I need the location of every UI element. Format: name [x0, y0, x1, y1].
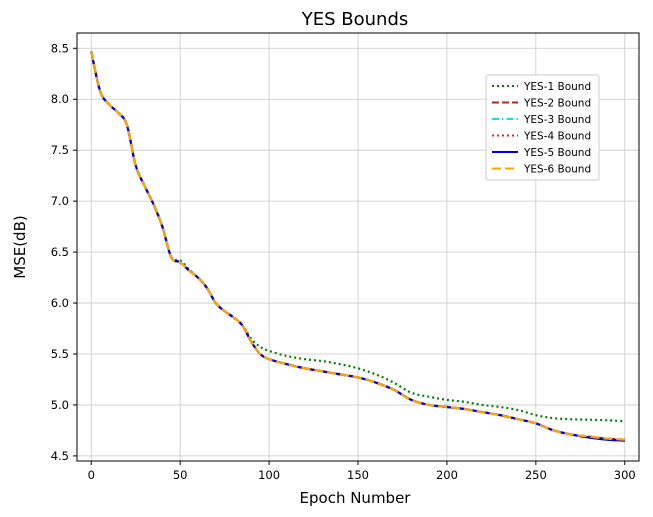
y-tick-label: 5.0 — [51, 398, 69, 412]
legend: YES-1 Bound YES-2 Bound YES-3 Bound YES-4 B… — [485, 74, 600, 181]
y-tick-label: 5.5 — [51, 347, 69, 361]
series-line-yes-6 — [90, 51, 625, 441]
y-tick-label: 8.0 — [51, 92, 69, 106]
x-axis-label: Epoch Number — [300, 489, 412, 507]
x-tick-label: 250 — [525, 468, 547, 482]
legend-entry-label: YES-3 Bound — [523, 114, 591, 126]
x-tick-label: 50 — [173, 468, 188, 482]
y-tick-label: 7.0 — [51, 194, 69, 208]
series-layer — [90, 51, 625, 442]
x-tick-label: 300 — [614, 468, 636, 482]
y-axis-label: MSE(dB) — [11, 215, 29, 278]
x-tick-label: 100 — [258, 468, 280, 482]
x-tick-label: 0 — [88, 468, 95, 482]
legend-entry-label: YES-6 Bound — [523, 164, 591, 176]
legend-entry-label: YES-1 Bound — [523, 81, 591, 93]
x-tick-label: 200 — [436, 468, 458, 482]
grid — [77, 33, 639, 461]
x-axis-ticks: 0 50 100 150 200 250 300 — [88, 461, 636, 482]
y-tick-label: 6.5 — [51, 245, 69, 259]
legend-entry-label: YES-2 Bound — [523, 98, 591, 110]
legend-entry-label: YES-5 Bound — [523, 147, 591, 159]
y-tick-label: 8.5 — [51, 41, 69, 55]
y-tick-label: 7.5 — [51, 143, 69, 157]
chart-title: YES Bounds — [301, 9, 409, 30]
legend-entry-label: YES-4 Bound — [523, 131, 591, 143]
x-tick-label: 150 — [347, 468, 369, 482]
y-axis-ticks: 4.5 5.0 5.5 6.0 6.5 7.0 7.5 8.0 8.5 — [51, 41, 77, 463]
legend-box — [485, 74, 600, 181]
y-tick-label: 4.5 — [51, 449, 69, 463]
y-tick-label: 6.0 — [51, 296, 69, 310]
